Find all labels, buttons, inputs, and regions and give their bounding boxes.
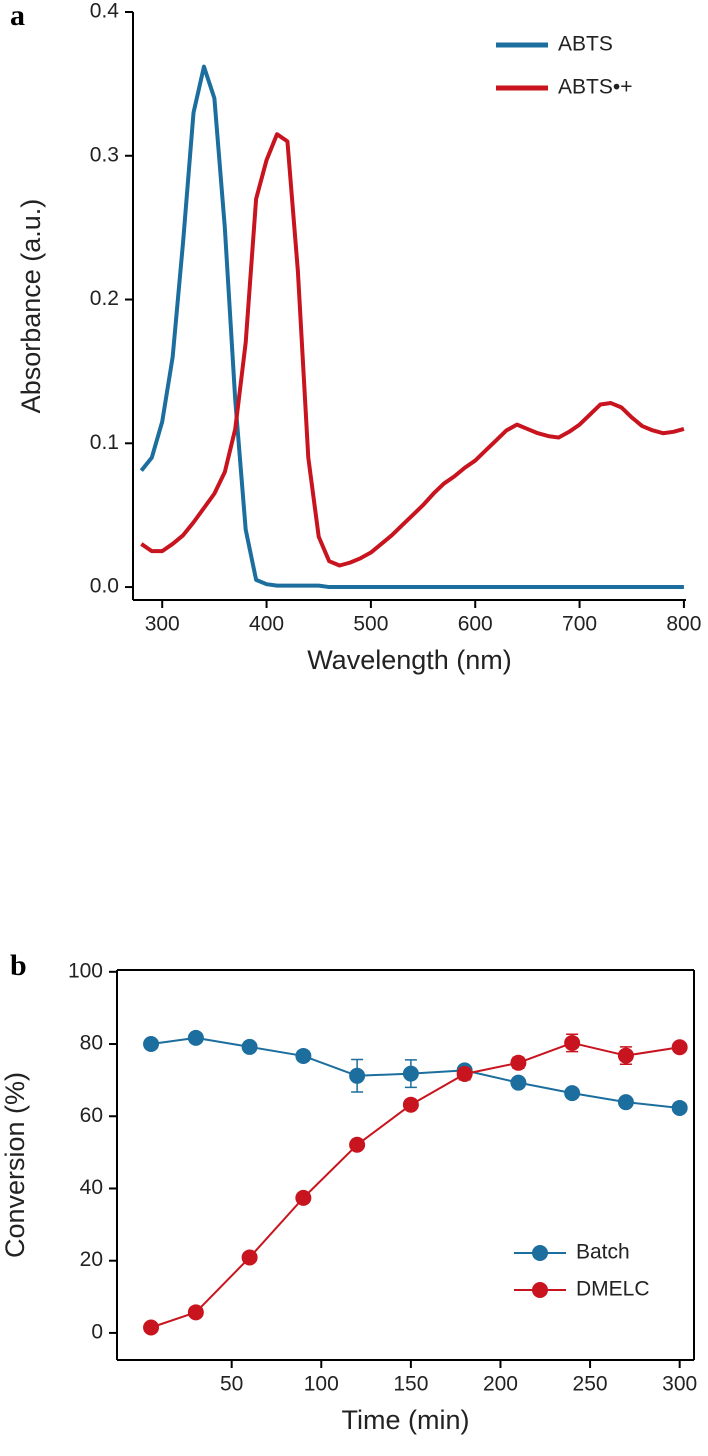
marker [143, 1036, 160, 1053]
legend-label: DMELC [576, 1278, 650, 1301]
y-tick-label: 0.0 [90, 575, 119, 598]
marker [187, 1304, 204, 1321]
panel-label: a [10, 0, 25, 32]
marker [671, 1039, 688, 1056]
x-tick-label: 800 [666, 613, 701, 636]
y-tick-label: 60 [80, 1104, 103, 1127]
legend-label: ABTS•+ [558, 76, 632, 99]
x-tick-label: 300 [662, 1373, 697, 1396]
marker [241, 1038, 258, 1055]
marker [402, 1096, 419, 1113]
x-tick-label: 250 [573, 1373, 608, 1396]
x-tick-label: 700 [562, 613, 597, 636]
y-tick-label: 0.2 [90, 287, 119, 310]
marker [295, 1189, 312, 1206]
y-tick-label: 40 [80, 1176, 103, 1199]
marker [617, 1094, 634, 1111]
y-tick-label: 0 [91, 1320, 103, 1343]
y-tick-label: 20 [80, 1248, 103, 1271]
series-line [139, 64, 684, 590]
series-line [140, 132, 685, 568]
x-tick-label: 500 [353, 613, 388, 636]
y-axis-label: Absorbance (a.u.) [16, 199, 46, 414]
panel-label: b [10, 949, 27, 982]
x-axis-label: Time (min) [342, 1405, 470, 1435]
legend-label: ABTS [558, 33, 613, 56]
y-tick-label: 0.4 [90, 0, 120, 23]
marker [510, 1054, 527, 1071]
x-axis-label: Wavelength (nm) [307, 645, 512, 675]
marker [187, 1029, 204, 1046]
y-tick-label: 0.1 [90, 431, 119, 454]
marker [564, 1034, 581, 1051]
x-tick-label: 200 [483, 1373, 518, 1396]
marker [671, 1099, 688, 1116]
x-tick-label: 150 [393, 1373, 428, 1396]
y-axis-label: Conversion (%) [0, 1072, 30, 1258]
marker [617, 1047, 634, 1064]
legend-marker [532, 1282, 548, 1298]
marker [241, 1249, 258, 1266]
marker [349, 1067, 366, 1084]
y-tick-label: 80 [80, 1032, 103, 1055]
marker [564, 1085, 581, 1102]
x-tick-label: 400 [249, 613, 284, 636]
marker [456, 1066, 473, 1082]
marker [402, 1065, 419, 1082]
x-tick-label: 300 [145, 613, 180, 636]
marker [510, 1074, 527, 1091]
y-tick-label: 0.3 [90, 143, 119, 166]
marker [349, 1136, 366, 1153]
marker [295, 1047, 312, 1064]
x-tick-label: 100 [304, 1373, 339, 1396]
legend-marker [532, 1245, 548, 1261]
x-tick-label: 50 [220, 1373, 243, 1396]
x-tick-label: 600 [458, 613, 493, 636]
y-tick-label: 100 [68, 959, 103, 982]
legend-label: Batch [576, 1241, 630, 1264]
marker [143, 1319, 160, 1336]
